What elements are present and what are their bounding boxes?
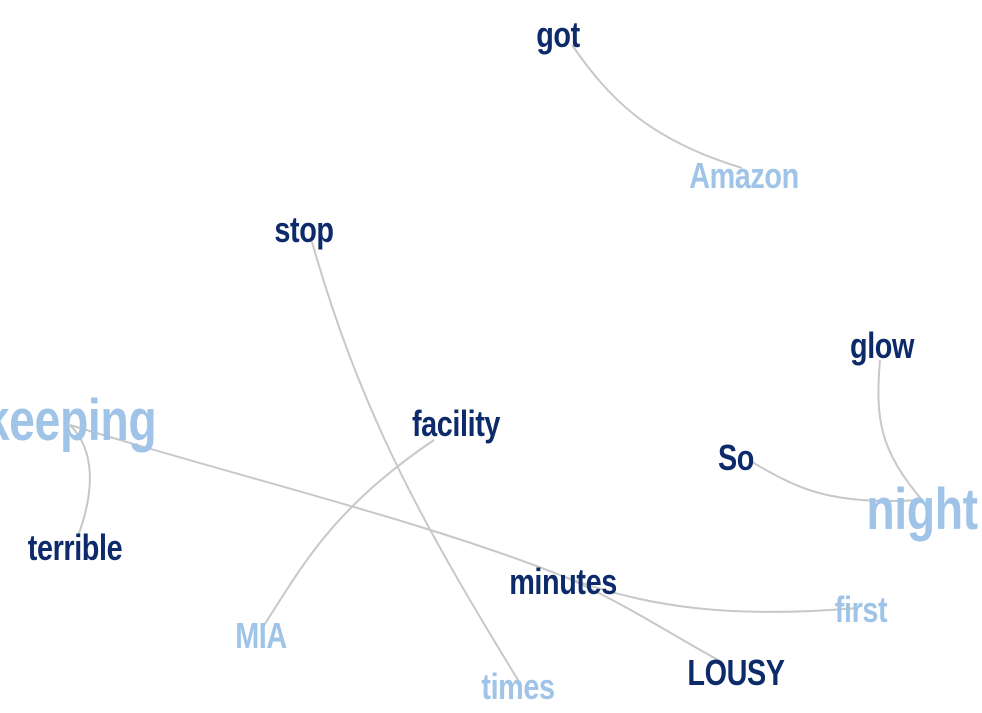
word-keeping: keeping xyxy=(0,388,157,453)
word-times: times xyxy=(481,666,555,707)
word-stop: stop xyxy=(274,209,334,250)
edge-so-night xyxy=(751,461,923,502)
word-so: So xyxy=(717,437,755,478)
edge-glow-night xyxy=(877,359,923,501)
word-glow: glow xyxy=(850,325,914,366)
word-night: night xyxy=(866,477,978,542)
word-minutes: minutes xyxy=(509,561,617,602)
edge-minutes-first xyxy=(559,574,859,613)
edge-keeping-terrible xyxy=(69,424,91,537)
word-first: first xyxy=(834,589,888,630)
word-lousy: LOUSY xyxy=(687,652,785,693)
word-mia: MIA xyxy=(235,615,287,656)
word-terrible: terrible xyxy=(27,527,123,568)
edge-stop-times xyxy=(311,241,519,681)
edge-keeping-minutes xyxy=(69,424,561,576)
edge-minutes-lousy xyxy=(559,574,723,663)
word-facility: facility xyxy=(411,403,501,444)
edge-facility-mia xyxy=(260,439,435,631)
word-amazon: Amazon xyxy=(689,155,799,196)
edge-got-amazon xyxy=(571,44,743,169)
word-got: got xyxy=(536,14,580,55)
